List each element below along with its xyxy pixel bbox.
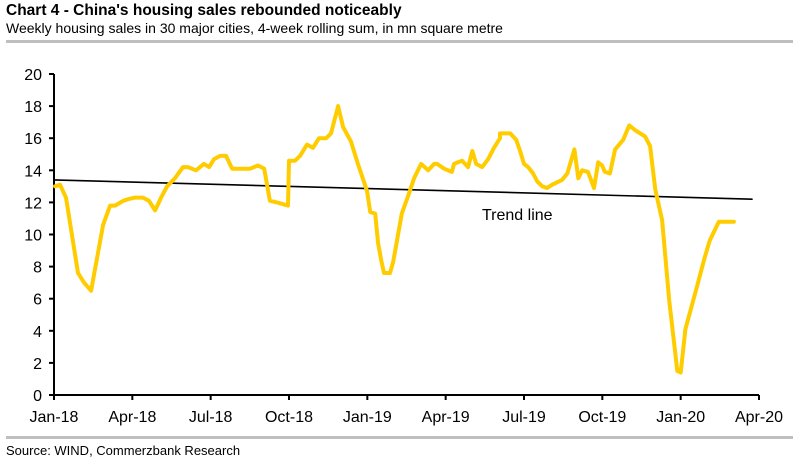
chart-subtitle: Weekly housing sales in 30 major cities,…: [6, 20, 503, 36]
x-tick-label: Jul-19: [502, 409, 546, 426]
x-tick-label: Jan-20: [656, 409, 705, 426]
y-tick-label: 20: [24, 67, 42, 84]
y-tick-label: 12: [24, 195, 42, 212]
x-axis-ticks: Jan-18 Apr-18 Jul-18 Oct-18 Jan-19 Apr-19 Jul-…: [30, 395, 783, 426]
y-tick-label: 18: [24, 99, 42, 116]
chart-title: Chart 4 - China's housing sales rebounde…: [6, 2, 402, 19]
x-tick-label: Jul-18: [189, 409, 233, 426]
x-tick-label: Apr-18: [108, 409, 156, 426]
x-tick-label: Oct-19: [578, 409, 626, 426]
y-tick-label: 4: [33, 324, 42, 341]
y-tick-label: 0: [33, 388, 42, 405]
x-tick-label: Oct-18: [265, 409, 313, 426]
series-layer: [53, 104, 753, 375]
bottom-divider: [6, 436, 793, 439]
y-tick-label: 6: [33, 292, 42, 309]
y-tick-label: 8: [33, 260, 42, 277]
x-tick-label: Jan-19: [343, 409, 392, 426]
trend-line: [53, 179, 753, 200]
y-tick-label: 10: [24, 228, 42, 245]
x-tick-label: Apr-20: [735, 409, 783, 426]
y-tick-label: 16: [24, 131, 42, 148]
top-divider: [6, 40, 793, 43]
x-tick-label: Apr-19: [422, 409, 470, 426]
source-note: Source: WIND, Commerzbank Research: [6, 443, 241, 458]
y-tick-label: 14: [24, 163, 42, 180]
trend-line-label: Trend line: [482, 207, 553, 224]
housing-sales-line: [53, 104, 736, 375]
y-tick-label: 2: [33, 356, 42, 373]
y-axis-ticks: 0 2 4 6 8 10 12 14 16 18 20: [24, 67, 54, 405]
x-tick-label: Jan-18: [30, 409, 79, 426]
